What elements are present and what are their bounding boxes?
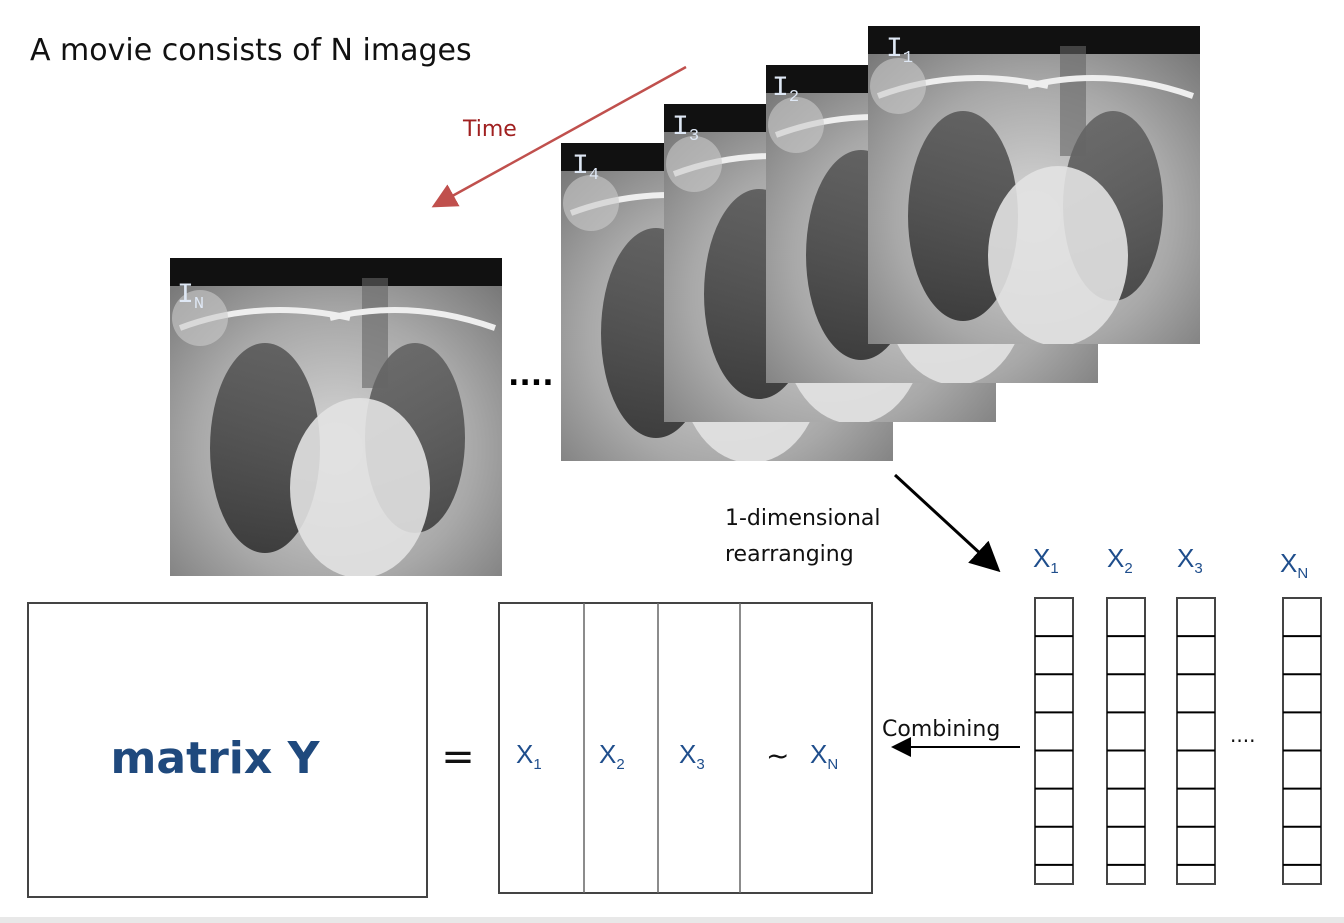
frames-ellipsis: .... xyxy=(508,358,554,393)
bottom-edge xyxy=(0,917,1344,923)
vector-column xyxy=(1106,597,1146,885)
vector-column xyxy=(1282,597,1322,885)
rearrange-label: 1-dimensional xyxy=(725,506,881,531)
vector-label: X1 xyxy=(1033,543,1059,577)
tilde: ~ xyxy=(766,739,789,772)
vectors xyxy=(1034,597,1322,885)
vector-label: X3 xyxy=(1177,543,1203,577)
combine-label: Combining xyxy=(882,717,1000,742)
column-label: X2 xyxy=(599,739,625,773)
title: A movie consists of N images xyxy=(30,33,472,68)
frame-label: I4 xyxy=(572,151,599,185)
vector-column xyxy=(1034,597,1074,885)
vector-label: X2 xyxy=(1107,543,1133,577)
frame-label: IN xyxy=(177,280,204,314)
column-matrix xyxy=(498,602,873,894)
time-label: Time xyxy=(462,117,517,142)
column-label: X3 xyxy=(679,739,705,773)
frame-stack: I4 I3 I2 I1 xyxy=(561,26,1200,463)
time-arrow xyxy=(431,65,687,208)
last-frame xyxy=(170,258,502,578)
rearrange-arrow xyxy=(893,473,1001,573)
column-label: X1 xyxy=(516,739,542,773)
frame-label: I2 xyxy=(772,73,799,107)
equals: = xyxy=(441,734,475,780)
matrix-box xyxy=(27,602,428,898)
matrix-label: matrix Y xyxy=(111,733,321,784)
frame-label: I3 xyxy=(672,112,699,146)
vector-label: XN xyxy=(1280,548,1308,582)
vectors-ellipsis: .... xyxy=(1230,723,1255,747)
rearrange-label: rearranging xyxy=(725,542,854,567)
frame-label: I1 xyxy=(886,34,913,68)
column-label: XN xyxy=(810,739,838,773)
vector-column xyxy=(1176,597,1216,885)
